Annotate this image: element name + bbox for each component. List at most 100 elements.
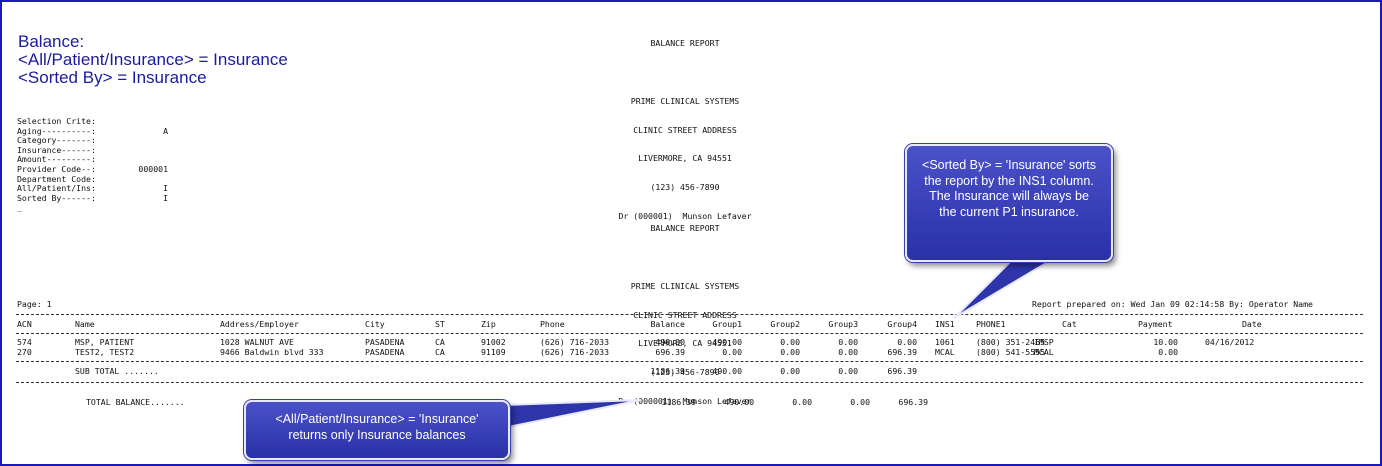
- criteria-label: Category-------:: [17, 135, 96, 146]
- caption-line-2: <All/Patient/Insurance> = Insurance: [18, 50, 288, 69]
- total-label: TOTAL BALANCE.......: [86, 397, 185, 407]
- report-header-2: BALANCE REPORT PRIME CLINICAL SYSTEMS CL…: [560, 205, 810, 416]
- total-balance: 1186.39: [661, 397, 696, 407]
- cell-ins1: MCAL: [935, 346, 955, 357]
- subtotal-label: SUB TOTAL .......: [75, 366, 159, 376]
- cell-group3: 0.00: [838, 337, 858, 347]
- criteria-value: I: [163, 192, 168, 203]
- all-patient-insurance-callout-text: <All/Patient/Insurance> = 'Insurance' re…: [275, 412, 479, 442]
- criteria-label: All/Patient/Ins:: [17, 183, 96, 194]
- cell-ins1: 1061: [935, 337, 955, 347]
- total-group2: 0.00: [792, 397, 812, 407]
- criteria-value: 000001: [138, 164, 168, 174]
- report-header-1: BALANCE REPORT PRIME CLINICAL SYSTEMS CL…: [560, 20, 810, 231]
- criteria-label: _: [17, 202, 22, 213]
- criteria-label: Selection Crite:: [17, 116, 96, 126]
- page-number: Page: 1: [17, 299, 52, 309]
- criteria-label: Sorted By------:: [17, 192, 96, 203]
- subtotal-group1: 490.00: [712, 366, 742, 376]
- col-zip: Zip: [481, 319, 496, 329]
- cell-payment: 0.00: [1158, 346, 1178, 357]
- cell-balance: 490.00: [655, 337, 685, 347]
- cell-group4: 0.00: [897, 337, 917, 347]
- cell-phone1: (800) 541-5555: [976, 346, 1046, 357]
- cell-group3: 0.00: [838, 346, 858, 357]
- total-group1: 490.00: [724, 397, 754, 407]
- col-cat: Cat: [1062, 319, 1077, 329]
- col-group1: Group1: [712, 319, 742, 329]
- cell-group1: 490.00: [712, 337, 742, 347]
- col-phone: Phone: [540, 319, 565, 329]
- prepared-on: Report prepared on: Wed Jan 09 02:14:58 …: [1032, 299, 1313, 309]
- rule-top: [16, 314, 1363, 315]
- rule-subtotal-bottom: [16, 382, 1363, 383]
- col-st: ST: [435, 319, 445, 329]
- rule-subtotal-top: [16, 361, 1363, 362]
- cell-st: CA: [435, 346, 445, 357]
- company-phone: (123) 456-7890: [650, 367, 720, 378]
- cell-zip: 91002: [481, 337, 506, 347]
- report-title: BALANCE REPORT: [650, 223, 720, 234]
- cell-cat: MCAL: [1034, 346, 1054, 357]
- cell-city: PASADENA: [365, 337, 405, 347]
- col-group2: Group2: [770, 319, 800, 329]
- cell-zip: 91109: [481, 346, 506, 357]
- doctor-line: Dr (000001) Munson Lefaver: [618, 210, 752, 221]
- cell-group2: 0.00: [780, 346, 800, 357]
- report-title: BALANCE REPORT: [650, 38, 720, 49]
- cell-address: 9466 Baldwin blvd 333: [220, 346, 324, 357]
- subtotal-group3: 0.00: [838, 366, 858, 376]
- cell-phone: (626) 716-2033: [540, 337, 610, 347]
- company-street: CLINIC STREET ADDRESS: [633, 124, 737, 135]
- sorted-by-callout: <Sorted By> = 'Insurance' sorts the repo…: [905, 144, 1113, 262]
- cell-city: PASADENA: [365, 346, 405, 357]
- cell-cat: IMSP: [1034, 337, 1054, 347]
- company-phone: (123) 456-7890: [650, 182, 720, 193]
- criteria-label: Aging----------:: [17, 125, 96, 136]
- cell-phone1: (800) 351-2465: [976, 337, 1046, 347]
- caption-line-1: Balance:: [18, 32, 85, 51]
- criteria-value: A: [163, 125, 168, 136]
- cell-date: 04/16/2012: [1205, 337, 1255, 347]
- company-city: LIVERMORE, CA 94551: [638, 153, 732, 164]
- cell-acn: 574: [17, 337, 32, 347]
- total-group3: 0.00: [850, 397, 870, 407]
- col-payment: Payment: [1138, 319, 1173, 329]
- all-patient-insurance-callout: <All/Patient/Insurance> = 'Insurance' re…: [244, 400, 510, 460]
- col-group3: Group3: [828, 319, 858, 329]
- col-phone1: PHONE1: [976, 319, 1006, 329]
- criteria-value: I: [163, 183, 168, 194]
- criteria-label: Department Code:: [17, 173, 96, 184]
- subtotal-balance: 1186.39: [650, 366, 685, 376]
- cell-group2: 0.00: [780, 337, 800, 347]
- criteria-label: Provider Code--:: [17, 164, 96, 174]
- cell-address: 1028 WALNUT AVE: [220, 337, 294, 347]
- cell-payment: 10.00: [1153, 337, 1178, 347]
- col-acn: ACN: [17, 319, 32, 329]
- subtotal-group4: 696.39: [887, 366, 917, 376]
- criteria-label: Amount---------:: [17, 154, 96, 165]
- company-city: LIVERMORE, CA 94551: [638, 338, 732, 349]
- cell-name: MSP, PATIENT: [75, 337, 135, 347]
- caption-line-3: <Sorted By> = Insurance: [18, 68, 207, 87]
- col-city: City: [365, 319, 385, 329]
- sorted-by-callout-text: <Sorted By> = 'Insurance' sorts the repo…: [922, 158, 1096, 219]
- col-name: Name: [75, 319, 95, 329]
- cell-phone: (626) 716-2033: [540, 346, 610, 357]
- cell-st: CA: [435, 337, 445, 347]
- col-group4: Group4: [887, 319, 917, 329]
- rule-header: [16, 333, 1363, 334]
- report-caption: Balance: <All/Patient/Insurance> = Insur…: [18, 33, 288, 87]
- col-date: Date: [1242, 319, 1262, 329]
- company-name: PRIME CLINICAL SYSTEMS: [630, 280, 740, 291]
- cell-acn: 270: [17, 346, 32, 357]
- criteria-label: Insurance------:: [17, 144, 96, 155]
- col-ins1: INS1: [935, 319, 955, 329]
- subtotal-group2: 0.00: [780, 366, 800, 376]
- cell-name: TEST2, TEST2: [75, 346, 135, 357]
- col-address: Address/Employer: [220, 319, 299, 329]
- cell-balance: 696.39: [655, 346, 685, 357]
- cell-group1: 0.00: [722, 346, 742, 357]
- total-group4: 696.39: [898, 397, 928, 407]
